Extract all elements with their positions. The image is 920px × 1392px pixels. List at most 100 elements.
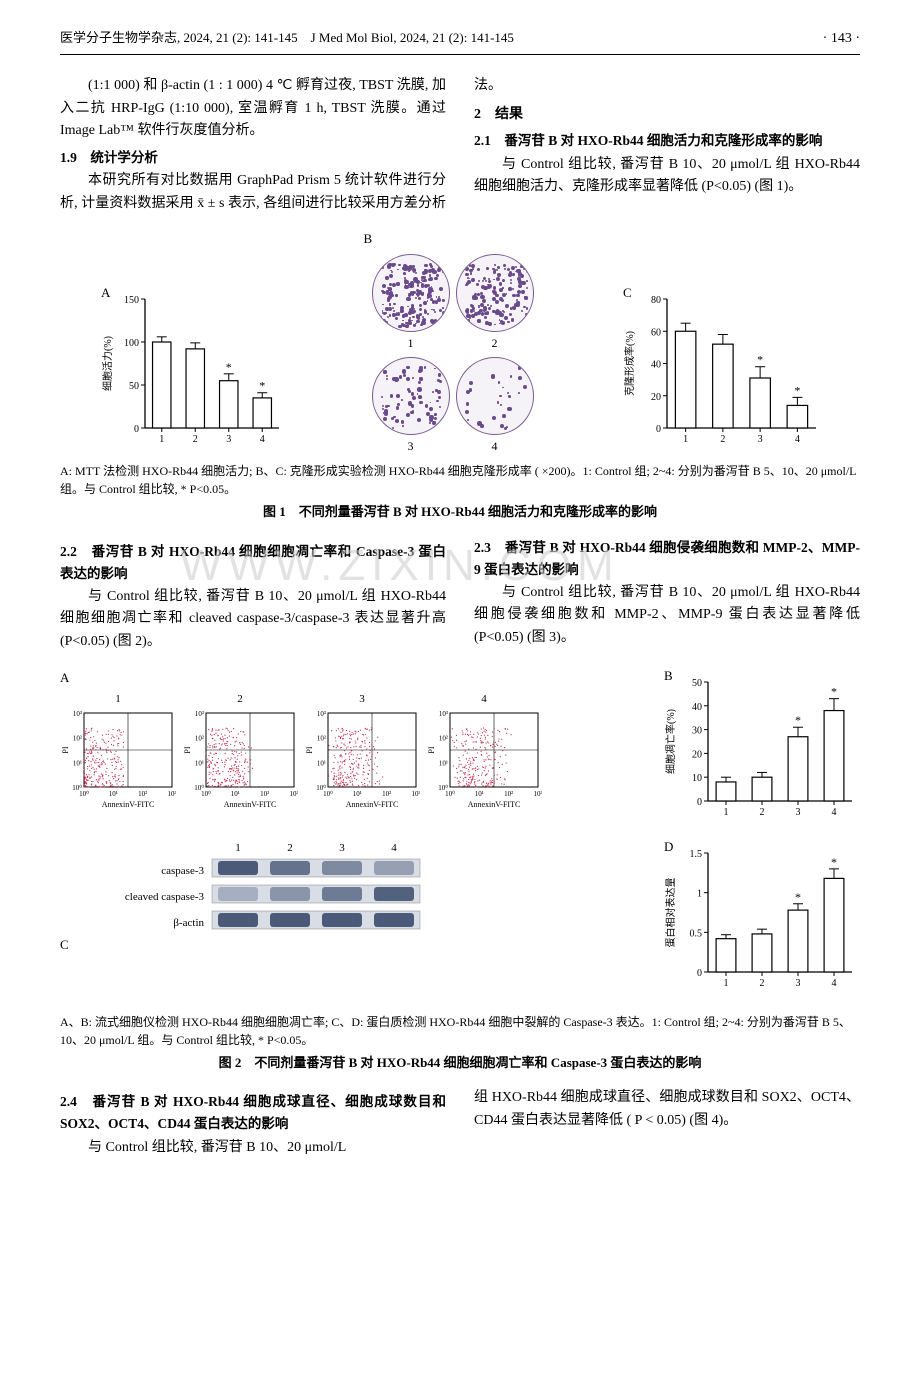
section-2-2: 2.2 番泻苷 B 对 HXO-Rb44 细胞细胞凋亡率和 Caspase-3 … bbox=[60, 541, 446, 584]
svg-text:10⁰: 10⁰ bbox=[201, 790, 211, 798]
svg-text:10²: 10² bbox=[73, 734, 82, 742]
svg-text:3: 3 bbox=[796, 978, 801, 989]
fig1-b-label: B bbox=[364, 229, 373, 250]
mid-text-block: 2.2 番泻苷 B 对 HXO-Rb44 细胞细胞凋亡率和 Caspase-3 … bbox=[60, 537, 860, 654]
svg-text:10²: 10² bbox=[260, 790, 269, 798]
svg-text:2: 2 bbox=[760, 807, 765, 818]
svg-text:10³: 10³ bbox=[289, 790, 298, 798]
fig1-panel-c: C020406080克隆形成率(%)12*3*4 bbox=[619, 285, 824, 456]
svg-text:10³: 10³ bbox=[195, 710, 204, 718]
svg-text:10²: 10² bbox=[317, 734, 326, 742]
para-2-2: 与 Control 组比较, 番泻苷 B 10、20 μmol/L 组 HXO-… bbox=[60, 586, 446, 653]
svg-text:*: * bbox=[795, 713, 801, 727]
svg-text:3: 3 bbox=[757, 434, 762, 445]
page-number: · 143 · bbox=[823, 28, 860, 50]
svg-text:1: 1 bbox=[724, 807, 729, 818]
petri-label-1: 1 bbox=[408, 334, 414, 353]
svg-text:3: 3 bbox=[226, 434, 231, 445]
top-text-block: (1:1 000) 和 β-actin (1 : 1 000) 4 ℃ 孵育过夜… bbox=[60, 75, 860, 215]
svg-text:PI: PI bbox=[183, 746, 192, 753]
svg-text:*: * bbox=[757, 353, 763, 367]
svg-text:10³: 10³ bbox=[167, 790, 176, 798]
svg-text:蛋白相对表达量: 蛋白相对表达量 bbox=[664, 878, 677, 948]
svg-text:10⁰: 10⁰ bbox=[323, 790, 333, 798]
figure-1: A050100150细胞活力(%)12*3*4 B 1 2 3 4 bbox=[60, 229, 860, 523]
svg-text:10²: 10² bbox=[138, 790, 147, 798]
svg-text:10: 10 bbox=[692, 773, 702, 784]
petri-label-4: 4 bbox=[492, 437, 498, 456]
svg-text:2: 2 bbox=[287, 842, 293, 854]
svg-text:1.5: 1.5 bbox=[690, 849, 703, 860]
svg-text:10¹: 10¹ bbox=[195, 759, 204, 767]
svg-text:10¹: 10¹ bbox=[73, 759, 82, 767]
svg-text:4: 4 bbox=[391, 842, 397, 854]
svg-text:40: 40 bbox=[692, 702, 702, 713]
svg-text:10²: 10² bbox=[382, 790, 391, 798]
svg-text:AnnexinV-FITC: AnnexinV-FITC bbox=[224, 800, 277, 809]
svg-text:0: 0 bbox=[697, 797, 702, 808]
journal-en: J Med Mol Biol, 2024, 21 (2): 141-145 bbox=[311, 30, 514, 45]
svg-text:0.5: 0.5 bbox=[690, 929, 703, 940]
petri-label-3: 3 bbox=[408, 437, 414, 456]
svg-text:10¹: 10¹ bbox=[109, 790, 118, 798]
svg-text:AnnexinV-FITC: AnnexinV-FITC bbox=[102, 800, 155, 809]
svg-text:*: * bbox=[831, 685, 837, 699]
fig2-title: 图 2 不同剂量番泻苷 B 对 HXO-Rb44 细胞细胞凋亡率和 Caspas… bbox=[60, 1053, 860, 1074]
section-2-3: 2.3 番泻苷 B 对 HXO-Rb44 细胞侵袭细胞数和 MMP-2、MMP-… bbox=[474, 537, 860, 580]
svg-text:1: 1 bbox=[697, 889, 702, 900]
fig2-a-label: A bbox=[60, 670, 69, 685]
svg-text:10³: 10³ bbox=[533, 790, 542, 798]
svg-text:AnnexinV-FITC: AnnexinV-FITC bbox=[346, 800, 399, 809]
svg-text:caspase-3: caspase-3 bbox=[161, 865, 204, 877]
svg-text:*: * bbox=[259, 379, 265, 393]
svg-text:1: 1 bbox=[235, 842, 241, 854]
svg-text:10¹: 10¹ bbox=[439, 759, 448, 767]
svg-text:cleaved caspase-3: cleaved caspase-3 bbox=[125, 891, 205, 903]
figure-2: A 1 10⁰ 10¹ 10² 10³ PI 10⁰ 10¹ 10² 10³ AnnexinV-FI… bbox=[60, 668, 860, 1073]
fig2-panel-d: D00.511.5蛋白相对表达量12*3*4 bbox=[660, 839, 860, 1000]
fig1-title: 图 1 不同剂量番泻苷 B 对 HXO-Rb44 细胞活力和克隆形成率的影响 bbox=[60, 502, 860, 523]
svg-text:4: 4 bbox=[794, 434, 799, 445]
svg-text:β-actin: β-actin bbox=[173, 917, 204, 929]
svg-text:10³: 10³ bbox=[411, 790, 420, 798]
svg-text:3: 3 bbox=[796, 807, 801, 818]
svg-text:10⁰: 10⁰ bbox=[79, 790, 89, 798]
svg-text:40: 40 bbox=[651, 359, 661, 370]
svg-text:克隆形成率(%): 克隆形成率(%) bbox=[623, 331, 636, 396]
section-2-1: 2.1 番泻苷 B 对 HXO-Rb44 细胞活力和克隆形成率的影响 bbox=[474, 130, 860, 152]
svg-text:100: 100 bbox=[124, 338, 139, 349]
svg-text:*: * bbox=[795, 890, 801, 904]
para-2-4b: 组 HXO-Rb44 细胞成球直径、细胞成球数目和 SOX2、OCT4、CD44… bbox=[474, 1087, 860, 1132]
svg-text:10¹: 10¹ bbox=[317, 759, 326, 767]
svg-text:4: 4 bbox=[832, 807, 837, 818]
svg-text:PI: PI bbox=[427, 746, 436, 753]
svg-text:10¹: 10¹ bbox=[353, 790, 362, 798]
para-2-4a: 与 Control 组比较, 番泻苷 B 10、20 μmol/L bbox=[60, 1137, 446, 1159]
svg-text:10²: 10² bbox=[504, 790, 513, 798]
svg-text:150: 150 bbox=[124, 295, 139, 306]
svg-text:PI: PI bbox=[305, 746, 314, 753]
svg-text:0: 0 bbox=[656, 424, 661, 435]
svg-text:0: 0 bbox=[697, 968, 702, 979]
svg-text:10¹: 10¹ bbox=[231, 790, 240, 798]
svg-text:30: 30 bbox=[692, 726, 702, 737]
svg-text:10¹: 10¹ bbox=[475, 790, 484, 798]
svg-text:20: 20 bbox=[651, 392, 661, 403]
running-header: 医学分子生物学杂志, 2024, 21 (2): 141-145 J Med M… bbox=[60, 28, 860, 55]
svg-text:0: 0 bbox=[134, 424, 139, 435]
svg-text:2: 2 bbox=[760, 978, 765, 989]
section-1-9: 1.9 统计学分析 bbox=[60, 147, 446, 169]
svg-text:*: * bbox=[831, 855, 837, 869]
section-2: 2 结果 bbox=[474, 104, 860, 126]
svg-text:60: 60 bbox=[651, 327, 661, 338]
svg-text:*: * bbox=[225, 360, 231, 374]
svg-text:2: 2 bbox=[720, 434, 725, 445]
fig2-panel-c: C 1 2 3 4 caspase-3 cleaved caspase-3 β-actin bbox=[60, 839, 640, 956]
svg-text:2: 2 bbox=[192, 434, 197, 445]
fig2-c-label: C bbox=[60, 937, 69, 952]
svg-text:AnnexinV-FITC: AnnexinV-FITC bbox=[468, 800, 521, 809]
bottom-text-block: 2.4 番泻苷 B 对 HXO-Rb44 细胞成球直径、细胞成球数目和 SOX2… bbox=[60, 1087, 860, 1159]
fig2-panel-b: B01020304050细胞凋亡率(%)12*3*4 bbox=[660, 668, 860, 829]
svg-text:3: 3 bbox=[339, 842, 345, 854]
svg-text:PI: PI bbox=[61, 746, 70, 753]
